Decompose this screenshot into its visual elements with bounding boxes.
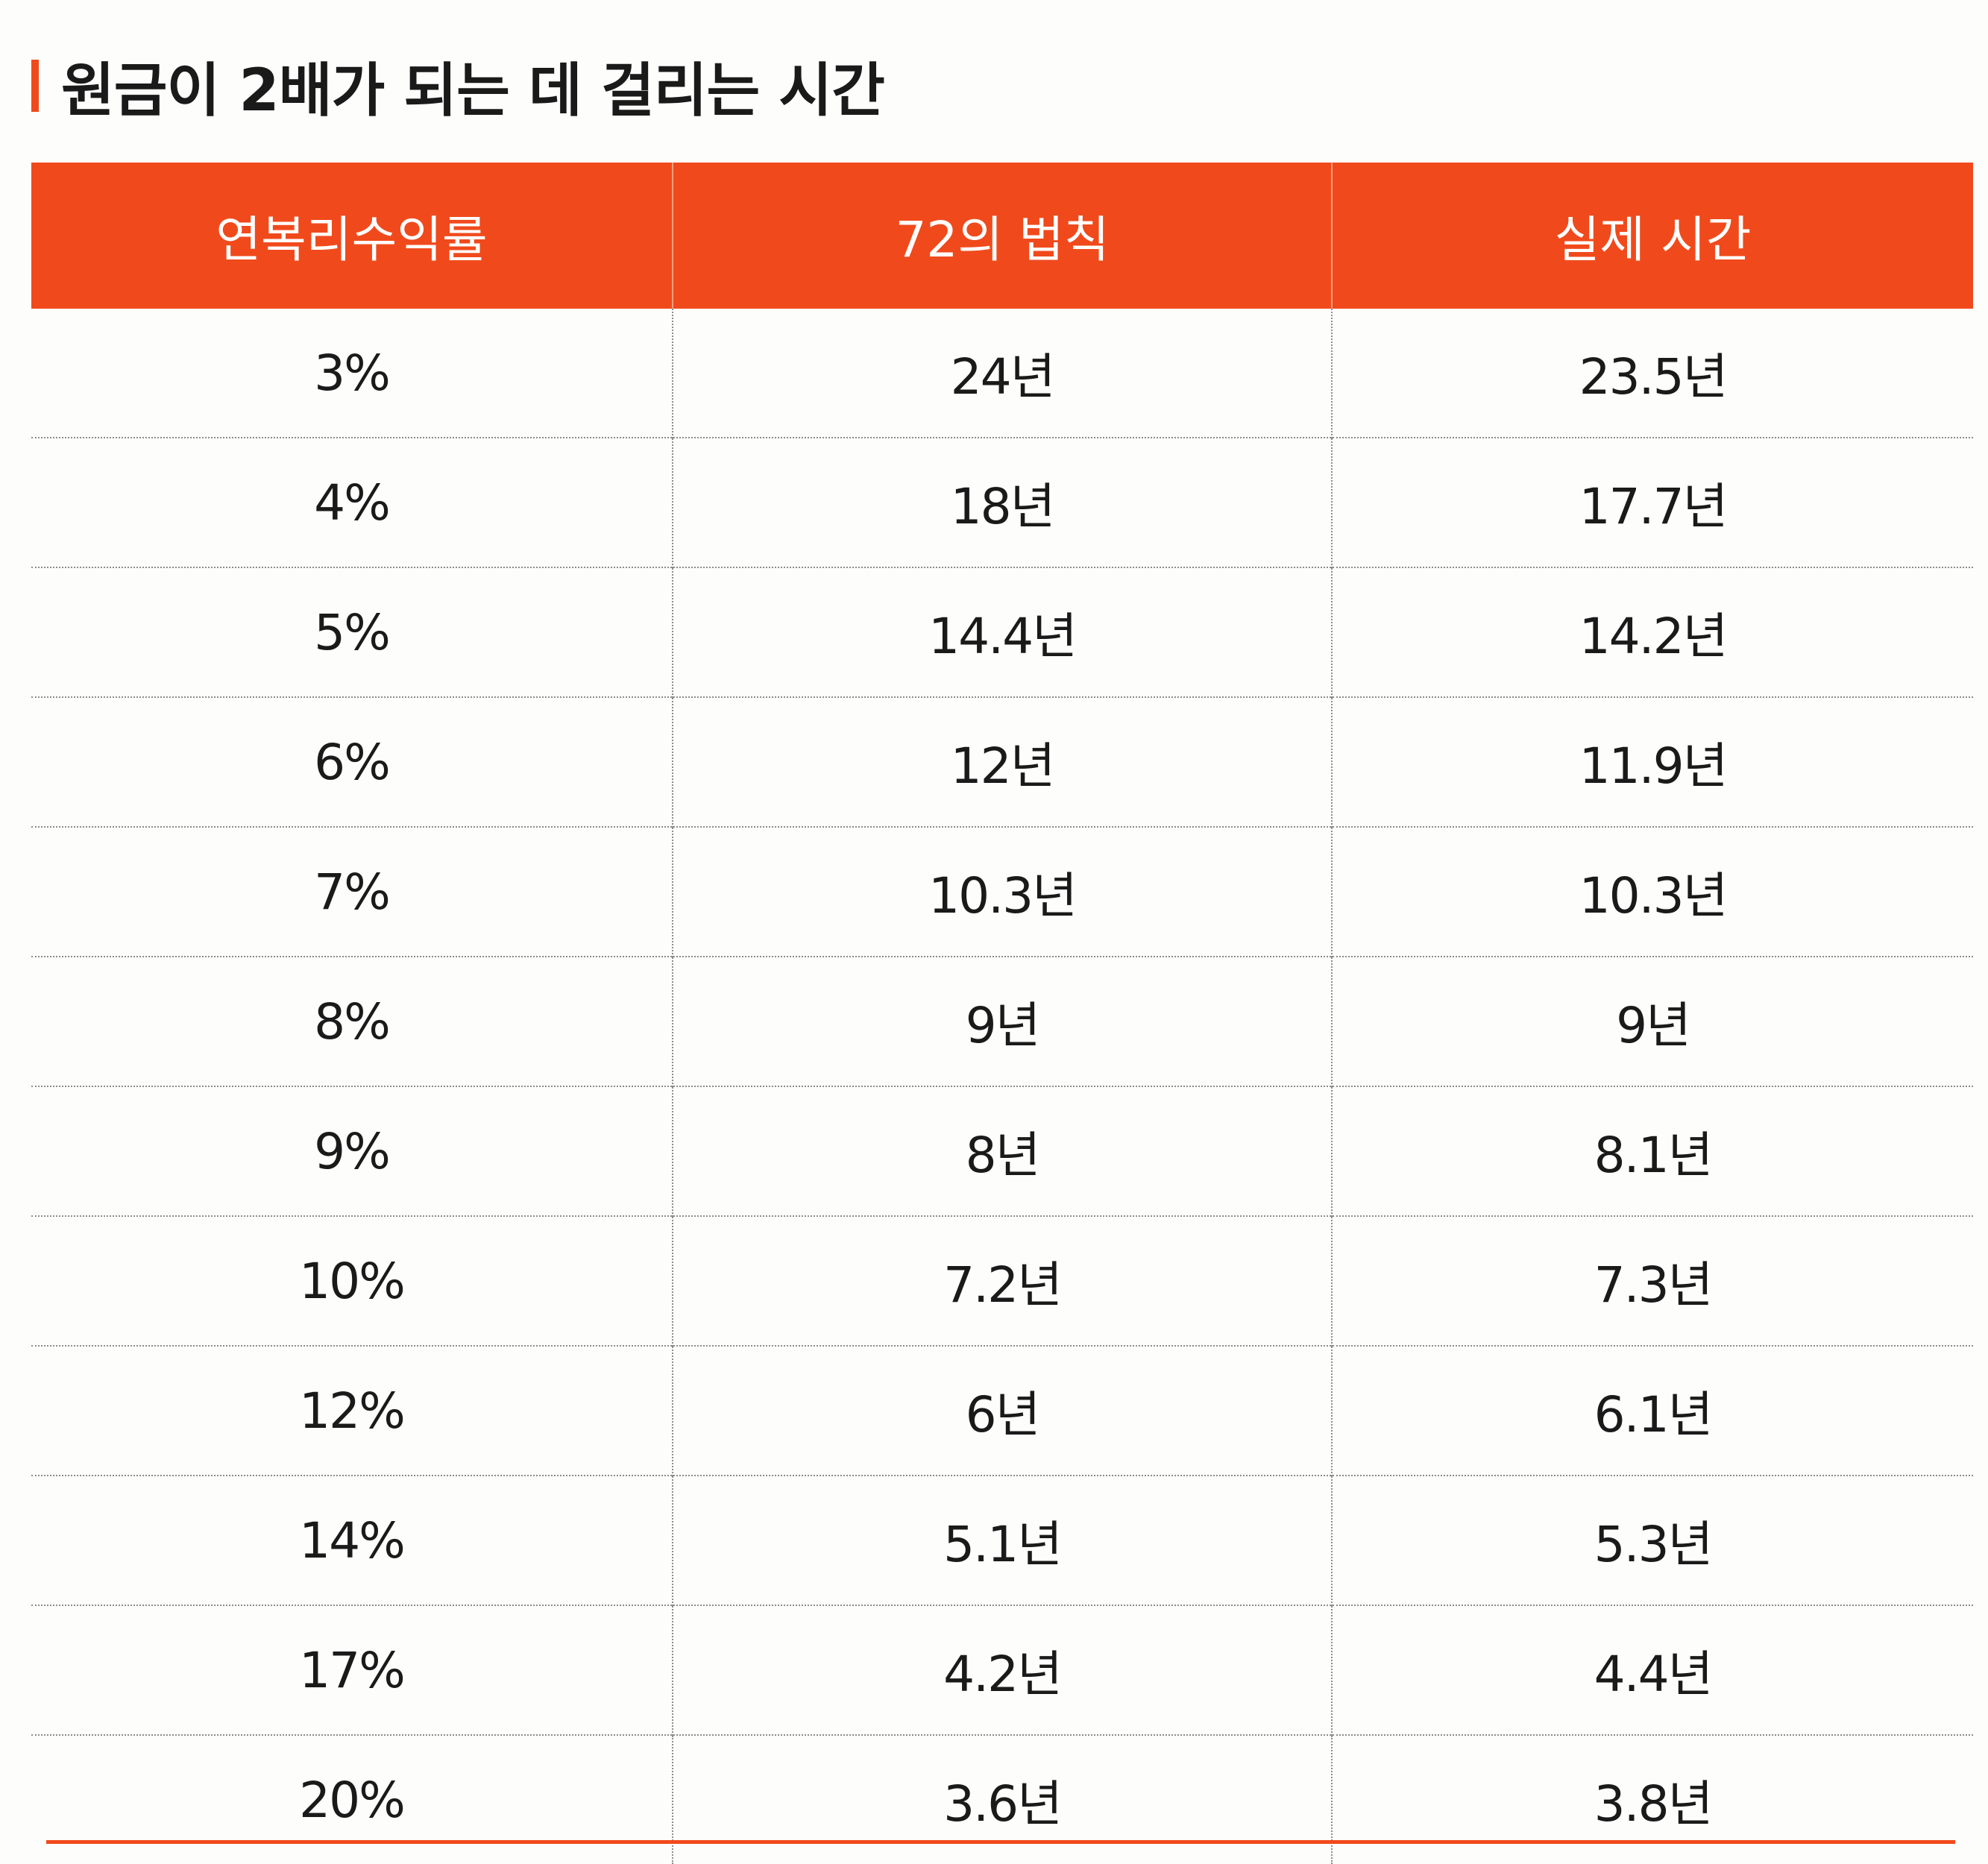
cell-rule72: 24년 xyxy=(672,309,1332,438)
cell-rule72: 6년 xyxy=(672,1345,1332,1476)
cell-rate: 20% xyxy=(31,1734,673,1864)
title-accent-bar xyxy=(31,60,39,112)
page-title: 원금이 2배가 되는 데 걸리는 시간 xyxy=(61,57,885,125)
cell-actual: 8.1년 xyxy=(1331,1086,1973,1216)
cell-actual: 23.5년 xyxy=(1331,309,1973,438)
doubling-time-table: 연복리수익률 72의 법칙 실제 시간 3% 24년 23.5년 4% 18년 … xyxy=(31,163,1973,1864)
cell-rate: 4% xyxy=(31,437,673,567)
cell-rule72: 18년 xyxy=(672,437,1332,567)
cell-rule72: 4.2년 xyxy=(672,1605,1332,1735)
cell-rule72: 7.2년 xyxy=(672,1215,1332,1346)
cell-rule72: 14.4년 xyxy=(672,567,1332,697)
table-row: 20% 3.6년 3.8년 xyxy=(31,1734,1973,1864)
cell-rate: 5% xyxy=(31,567,673,697)
cell-rule72: 5.1년 xyxy=(672,1475,1332,1605)
cell-actual: 7.3년 xyxy=(1331,1215,1973,1346)
cell-rule72: 12년 xyxy=(672,696,1332,827)
header-actual-time: 실제 시간 xyxy=(1331,163,1973,309)
cell-rule72: 10.3년 xyxy=(672,826,1332,957)
table-row: 5% 14.4년 14.2년 xyxy=(31,567,1973,697)
cell-rate: 12% xyxy=(31,1345,673,1476)
table-row: 4% 18년 17.7년 xyxy=(31,437,1973,567)
cell-rate: 10% xyxy=(31,1215,673,1346)
table-row: 8% 9년 9년 xyxy=(31,956,1973,1086)
cell-rule72: 3.6년 xyxy=(672,1734,1332,1864)
cell-rate: 17% xyxy=(31,1605,673,1735)
table-bottom-rule xyxy=(46,1840,1955,1844)
table-header: 연복리수익률 72의 법칙 실제 시간 xyxy=(31,163,1973,309)
cell-rate: 14% xyxy=(31,1475,673,1605)
cell-rule72: 9년 xyxy=(672,956,1332,1086)
table-row: 14% 5.1년 5.3년 xyxy=(31,1475,1973,1605)
cell-rate: 8% xyxy=(31,956,673,1086)
table-row: 17% 4.2년 4.4년 xyxy=(31,1605,1973,1735)
table-row: 7% 10.3년 10.3년 xyxy=(31,826,1973,957)
cell-rate: 3% xyxy=(314,344,391,402)
cell-actual: 6.1년 xyxy=(1331,1345,1973,1476)
table-row: 3% 24년 23.5년 xyxy=(31,309,1973,438)
cell-actual: 10.3년 xyxy=(1331,826,1973,957)
cell-rate: 7% xyxy=(31,826,673,957)
cell-actual: 5.3년 xyxy=(1331,1475,1973,1605)
table-row: 9% 8년 8.1년 xyxy=(31,1086,1973,1216)
header-rule-of-72: 72의 법칙 xyxy=(672,163,1332,309)
cell-actual: 9년 xyxy=(1331,956,1973,1086)
header-annual-compound-return: 연복리수익률 xyxy=(31,163,673,309)
title-block: 원금이 2배가 되는 데 걸리는 시간 xyxy=(31,45,885,127)
cell-rate: 9% xyxy=(31,1086,673,1216)
cell-actual: 11.9년 xyxy=(1331,696,1973,827)
table-row: 10% 7.2년 7.3년 xyxy=(31,1215,1973,1346)
cell-rate: 6% xyxy=(31,696,673,827)
cell-actual: 3.8년 xyxy=(1331,1734,1973,1864)
table-body: 3% 24년 23.5년 4% 18년 17.7년 5% 14.4년 14.2년… xyxy=(31,309,1973,1864)
cell-rule72: 8년 xyxy=(672,1086,1332,1216)
table-row: 12% 6년 6.1년 xyxy=(31,1345,1973,1476)
cell-actual: 14.2년 xyxy=(1331,567,1973,697)
table-row: 6% 12년 11.9년 xyxy=(31,696,1973,827)
cell-actual: 17.7년 xyxy=(1331,437,1973,567)
cell-actual: 4.4년 xyxy=(1331,1605,1973,1735)
header-row: 연복리수익률 72의 법칙 실제 시간 xyxy=(31,163,1973,309)
